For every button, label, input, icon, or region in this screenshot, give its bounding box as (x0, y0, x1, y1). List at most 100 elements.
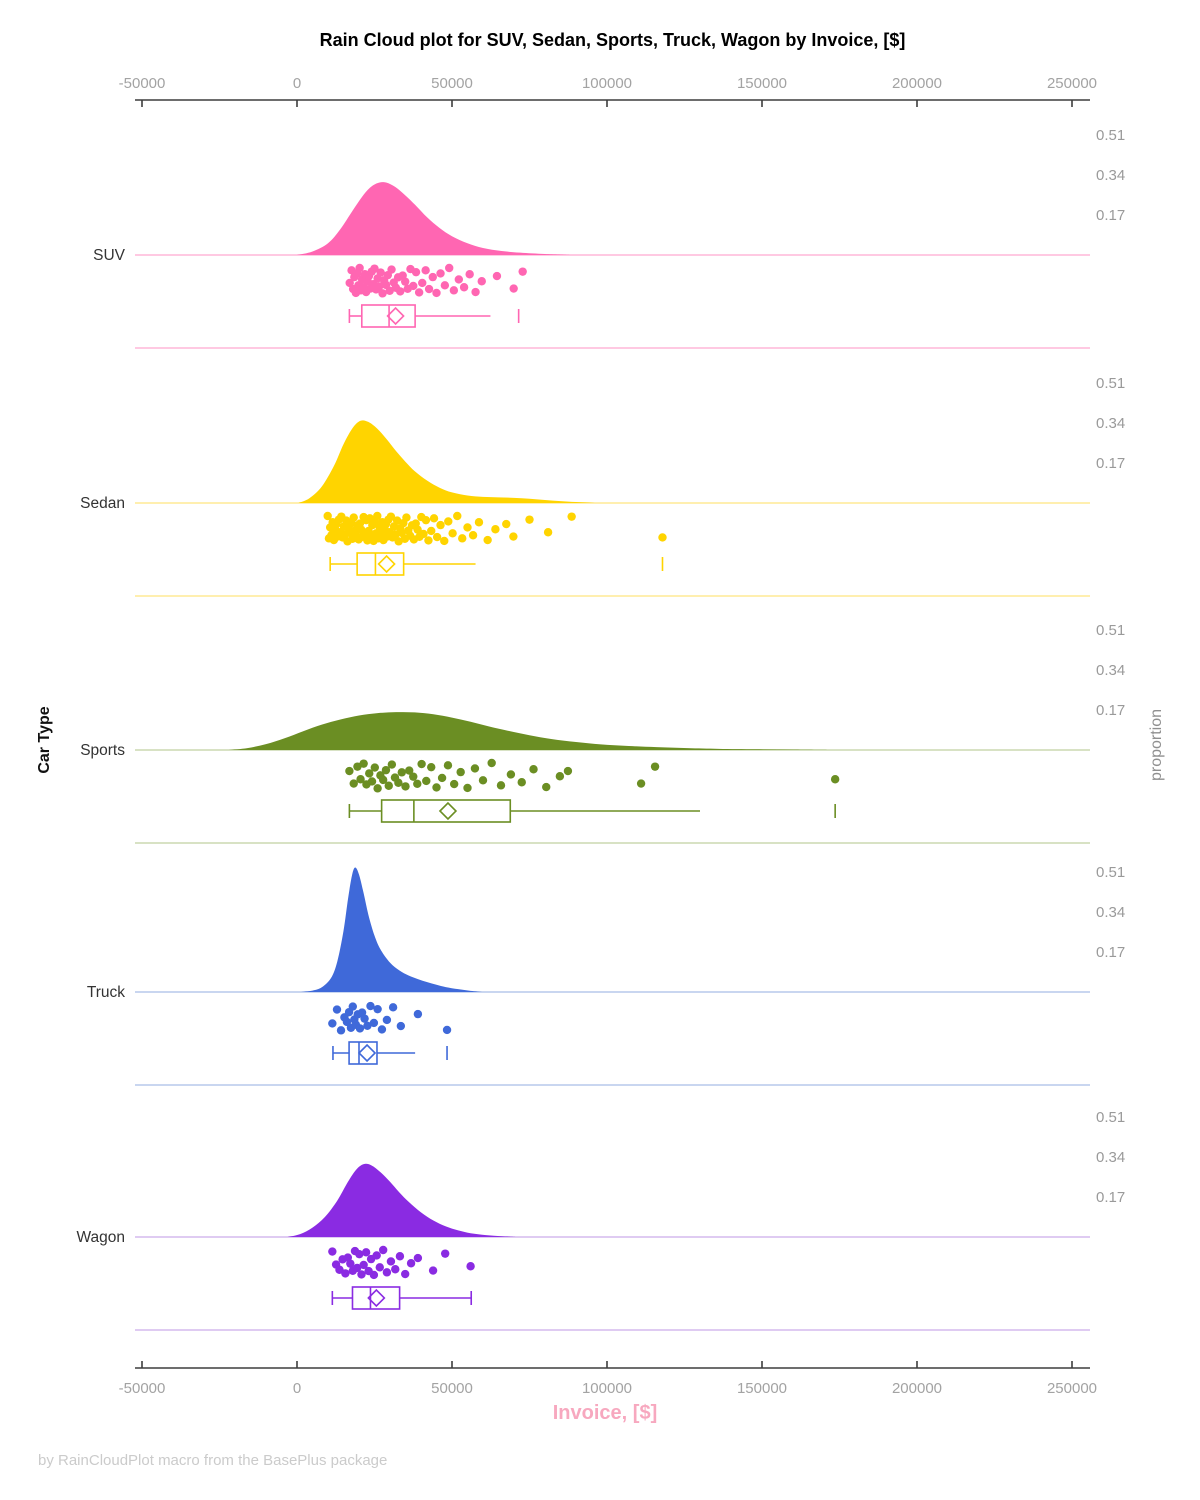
scatter-point (391, 1265, 400, 1274)
scatter-point (463, 523, 472, 532)
scatter-point (429, 514, 439, 523)
scatter-point (453, 511, 462, 521)
scatter-point (365, 769, 374, 778)
scatter-point (409, 772, 418, 781)
x-tick-label: -50000 (119, 75, 166, 92)
scatter-point (376, 268, 385, 277)
scatter-point (397, 768, 406, 777)
x-axis-bottom: -50000 0 50000 100000 150000 200000 250000 (119, 1361, 1097, 1397)
x-tick-label: 200000 (892, 1380, 942, 1397)
scatter-point (414, 288, 424, 297)
scatter-point (440, 281, 450, 290)
scatter-point (448, 529, 457, 538)
scatter-point (336, 1026, 346, 1035)
scatter-point (636, 779, 646, 788)
box-iqr (380, 799, 512, 823)
mean-diamond (367, 1288, 386, 1308)
scatter-point (373, 1004, 382, 1014)
scatter-point (459, 283, 469, 292)
density-area-sedan (298, 420, 595, 503)
proportion-tick-label: 0.51 (1096, 127, 1125, 144)
scatter-point (378, 1245, 388, 1255)
scatter-point (413, 1253, 423, 1263)
scatter-point (367, 777, 377, 786)
scatter-point (477, 277, 486, 286)
proportion-tick-label: 0.17 (1096, 1189, 1125, 1206)
scatter-point (491, 525, 500, 534)
scatter-point (375, 1263, 384, 1272)
scatter-point (400, 1269, 410, 1279)
chart-title: Rain Cloud plot for SUV, Sedan, Sports, … (319, 30, 906, 50)
scatter-point (328, 1019, 337, 1028)
proportion-tick-label: 0.51 (1096, 1109, 1125, 1126)
scatter-point (381, 765, 391, 775)
scatter-point (370, 763, 380, 772)
scatter-point (444, 517, 453, 526)
scatter-point (432, 532, 442, 542)
scatter-point (359, 1260, 368, 1270)
scatter-point (509, 284, 518, 293)
scatter-point (458, 534, 467, 543)
scatter-point (496, 781, 506, 790)
scatter-point (328, 1247, 337, 1256)
x-tick-label: 150000 (737, 75, 787, 92)
scatter-point (349, 779, 358, 788)
scatter-point (366, 1001, 375, 1011)
category-label-sedan: Sedan (80, 495, 125, 512)
scatter-point (478, 776, 488, 785)
scatter-point (373, 784, 382, 793)
scatter-point (413, 779, 422, 788)
scatter-point (529, 765, 538, 774)
scatter-point (419, 529, 428, 539)
scatter-point (563, 766, 573, 776)
proportion-tick-label: 0.51 (1096, 622, 1125, 639)
category-label-truck: Truck (87, 984, 125, 1001)
scatter-point (384, 781, 393, 790)
scatter-point (418, 278, 427, 288)
scatter-point (830, 775, 840, 784)
scatter-point (428, 1266, 438, 1275)
scatter-point (348, 1002, 357, 1011)
proportion-tick-label: 0.17 (1096, 207, 1125, 224)
scatter-point (369, 1018, 379, 1028)
scatter-point (432, 783, 441, 792)
scatter-point (386, 1257, 396, 1266)
scatter-point (509, 532, 518, 541)
scatter-point (658, 533, 667, 542)
box-iqr (348, 1041, 378, 1065)
x-tick-label: 250000 (1047, 1380, 1097, 1397)
scatter-point (377, 1025, 387, 1034)
scatter-point (421, 266, 430, 275)
scatter-point (413, 525, 422, 534)
x-tick-label: 50000 (431, 75, 473, 92)
scatter-point (378, 289, 387, 298)
x-tick-label: 200000 (892, 75, 942, 92)
scatter-point (396, 287, 405, 296)
scatter-point (440, 536, 449, 546)
x-tick-label: 250000 (1047, 75, 1097, 92)
scatter-point (352, 1263, 362, 1273)
scatter-point (395, 1252, 405, 1261)
scatter-point (361, 1248, 371, 1257)
mean-diamond (386, 306, 405, 326)
scatter-point (427, 762, 436, 772)
scatter-point (411, 267, 421, 277)
scatter-point (386, 512, 396, 521)
scatter-point (378, 775, 388, 785)
mean-diamond (357, 1043, 377, 1063)
scatter-point (650, 762, 660, 771)
category-label-suv: SUV (93, 247, 126, 264)
x-axis-title-invoice: Invoice, [$] (552, 1402, 658, 1424)
scatter-point (567, 512, 576, 521)
category-label-sports: Sports (80, 742, 125, 759)
scatter-point (374, 282, 384, 291)
band-truck: 0.51 0.34 0.17 Truck (87, 864, 1125, 1086)
x-tick-label: 100000 (582, 1380, 632, 1397)
scatter-point (396, 1021, 406, 1031)
proportion-tick-label: 0.51 (1096, 375, 1125, 392)
scatter-point (487, 758, 496, 768)
proportion-tick-label: 0.34 (1096, 167, 1125, 184)
scatter-point (342, 1017, 352, 1027)
scatter-point (445, 263, 454, 273)
